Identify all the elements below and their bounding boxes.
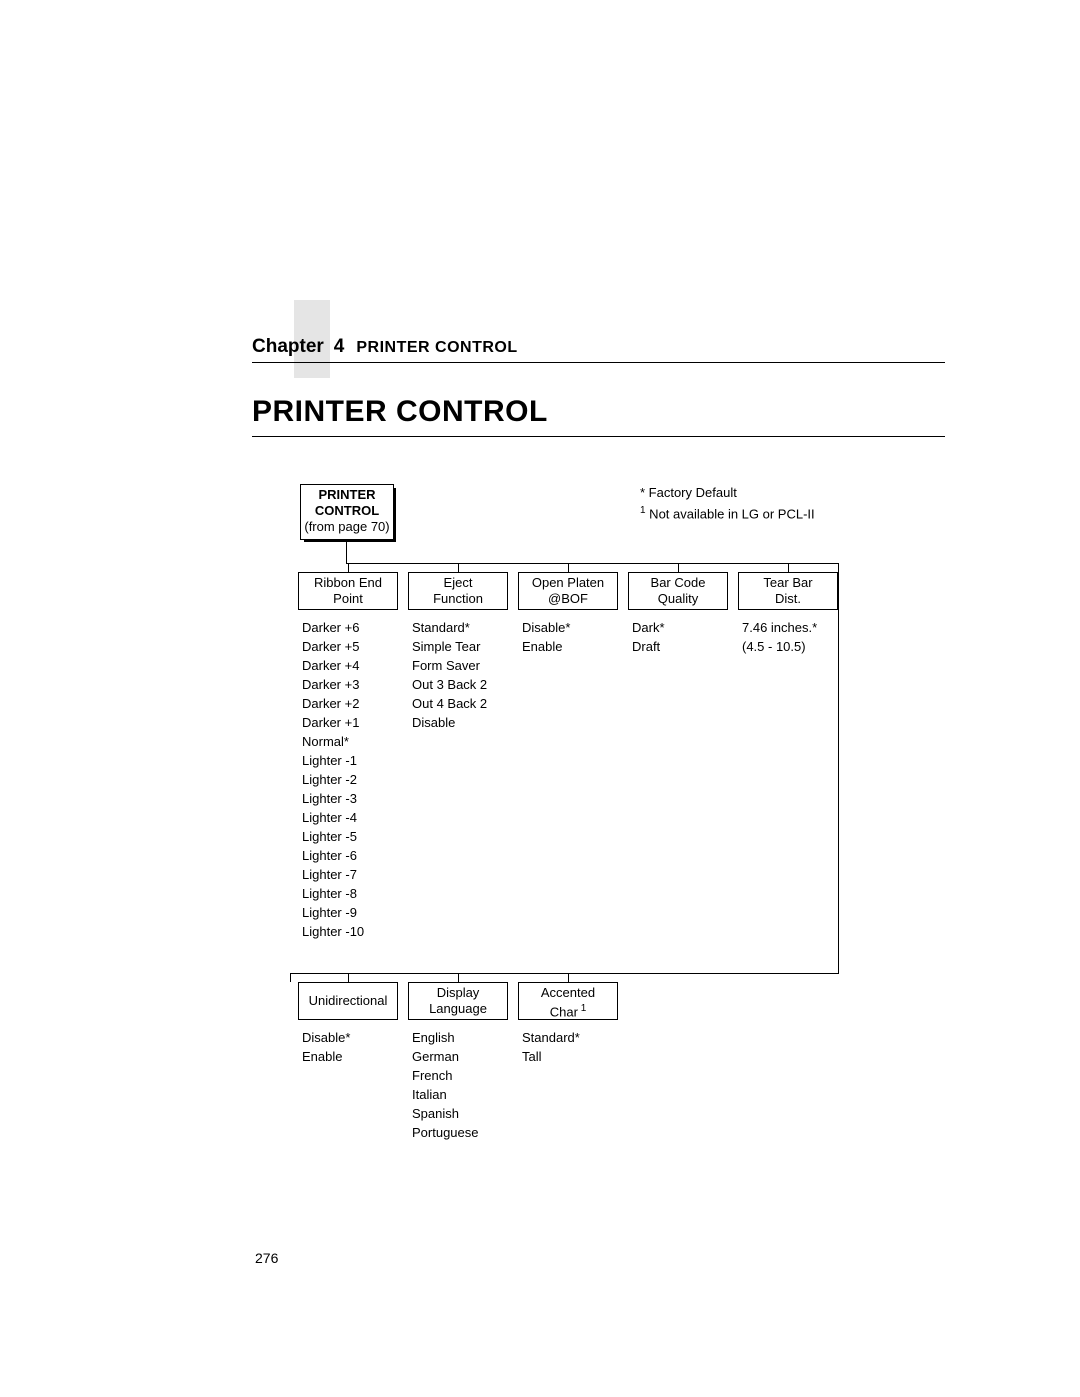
menu-box: EjectFunction: [408, 572, 508, 610]
menu-options: Standard*Tall: [522, 1028, 580, 1066]
menu-option: Form Saver: [412, 656, 487, 675]
menu-box-title-line: Accented: [519, 985, 617, 1001]
menu-box: Unidirectional: [298, 982, 398, 1020]
menu-option: Lighter -9: [302, 903, 364, 922]
menu-option: Lighter -1: [302, 751, 364, 770]
menu-box-title-line: Language: [409, 1001, 507, 1017]
menu-options: Dark*Draft: [632, 618, 665, 656]
menu-option: Dark*: [632, 618, 665, 637]
root-box: PRINTER CONTROL (from page 70): [300, 484, 394, 540]
menu-option: Lighter -7: [302, 865, 364, 884]
connector: [678, 563, 679, 572]
menu-option: English: [412, 1028, 479, 1047]
page: Chapter 4 PRINTER CONTROL PRINTER CONTRO…: [0, 0, 1080, 1397]
root-line2: CONTROL: [301, 503, 393, 519]
menu-option: Lighter -4: [302, 808, 364, 827]
connector: [568, 563, 569, 572]
menu-option: Spanish: [412, 1104, 479, 1123]
menu-option: German: [412, 1047, 479, 1066]
menu-box: Bar CodeQuality: [628, 572, 728, 610]
menu-option: Enable: [522, 637, 570, 656]
menu-option: Lighter -6: [302, 846, 364, 865]
menu-box-title-line: Display: [409, 985, 507, 1001]
menu-options: Disable*Enable: [302, 1028, 350, 1066]
menu-box-title-line: Dist.: [739, 591, 837, 607]
menu-box: Tear BarDist.: [738, 572, 838, 610]
menu-option: Portuguese: [412, 1123, 479, 1142]
menu-options: Standard*Simple TearForm SaverOut 3 Back…: [412, 618, 487, 732]
connector: [290, 973, 291, 982]
connector: [348, 563, 349, 572]
connector: [788, 563, 789, 572]
menu-option: Disable: [412, 713, 487, 732]
root-subtext: (from page 70): [301, 519, 393, 535]
menu-option: Draft: [632, 637, 665, 656]
menu-box-title-line: Function: [409, 591, 507, 607]
menu-option: Darker +4: [302, 656, 364, 675]
menu-option: Lighter -8: [302, 884, 364, 903]
menu-option: Darker +6: [302, 618, 364, 637]
legend-factory-default: * Factory Default: [640, 484, 815, 502]
menu-option: 7.46 inches.*: [742, 618, 817, 637]
menu-option: Lighter -10: [302, 922, 364, 941]
menu-option: (4.5 - 10.5): [742, 637, 817, 656]
menu-option: Lighter -3: [302, 789, 364, 808]
chapter-number: 4: [334, 336, 345, 358]
page-title: PRINTER CONTROL: [252, 395, 548, 429]
menu-option: Out 4 Back 2: [412, 694, 487, 713]
menu-options: EnglishGermanFrenchItalianSpanishPortugu…: [412, 1028, 479, 1142]
connector: [458, 973, 459, 982]
menu-option: Normal*: [302, 732, 364, 751]
menu-box-title-line: Unidirectional: [299, 993, 397, 1009]
title-underline: [252, 436, 945, 437]
menu-option: Darker +2: [302, 694, 364, 713]
menu-options: Disable*Enable: [522, 618, 570, 656]
menu-option: Tall: [522, 1047, 580, 1066]
menu-box-title-line: Char 1: [519, 1001, 617, 1020]
connector: [346, 542, 347, 563]
connector: [290, 973, 839, 974]
menu-option: Disable*: [302, 1028, 350, 1047]
menu-box: DisplayLanguage: [408, 982, 508, 1020]
menu-box-title-line: @BOF: [519, 591, 617, 607]
menu-box: AccentedChar 1: [518, 982, 618, 1020]
menu-option: Enable: [302, 1047, 350, 1066]
menu-option: Standard*: [412, 618, 487, 637]
menu-box-title-line: Ribbon End: [299, 575, 397, 591]
connector: [348, 973, 349, 982]
menu-box: Open Platen@BOF: [518, 572, 618, 610]
connector: [838, 563, 839, 973]
menu-option: Lighter -2: [302, 770, 364, 789]
connector: [458, 563, 459, 572]
menu-box-title-line: Quality: [629, 591, 727, 607]
menu-box-title-line: Point: [299, 591, 397, 607]
menu-option: Lighter -5: [302, 827, 364, 846]
menu-box: Ribbon EndPoint: [298, 572, 398, 610]
menu-option: Darker +1: [302, 713, 364, 732]
menu-option: Disable*: [522, 618, 570, 637]
menu-options: 7.46 inches.*(4.5 - 10.5): [742, 618, 817, 656]
chapter-label: Chapter: [252, 336, 324, 358]
menu-box-title-line: Tear Bar: [739, 575, 837, 591]
connector: [346, 563, 838, 564]
menu-option: Darker +3: [302, 675, 364, 694]
menu-option: Standard*: [522, 1028, 580, 1047]
page-header: Chapter 4 PRINTER CONTROL: [252, 336, 945, 363]
menu-option: Darker +5: [302, 637, 364, 656]
menu-box-title-line: Bar Code: [629, 575, 727, 591]
menu-option: French: [412, 1066, 479, 1085]
connector: [568, 973, 569, 982]
menu-option: Simple Tear: [412, 637, 487, 656]
menu-box-title-line: Open Platen: [519, 575, 617, 591]
legend: * Factory Default 1 Not available in LG …: [640, 484, 815, 523]
section-title: PRINTER CONTROL: [356, 339, 517, 357]
root-line1: PRINTER: [301, 487, 393, 503]
page-number: 276: [255, 1250, 278, 1266]
legend-note1: 1 Not available in LG or PCL-II: [640, 502, 815, 523]
menu-box-title-line: Eject: [409, 575, 507, 591]
menu-options: Darker +6Darker +5Darker +4Darker +3Dark…: [302, 618, 364, 941]
menu-option: Italian: [412, 1085, 479, 1104]
menu-option: Out 3 Back 2: [412, 675, 487, 694]
